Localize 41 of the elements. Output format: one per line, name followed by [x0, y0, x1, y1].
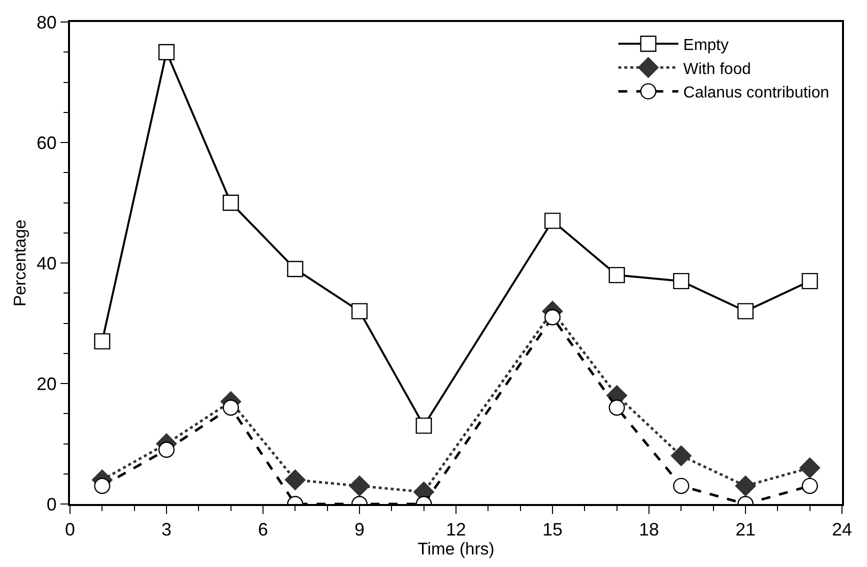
point — [673, 272, 690, 290]
y-axis-title: Percentage — [10, 220, 30, 306]
point — [802, 272, 818, 290]
y-tick-label: 80 — [36, 12, 57, 32]
point — [737, 303, 754, 320]
x-tick-label: 9 — [354, 519, 365, 540]
y-tick-label: 60 — [36, 132, 57, 153]
legend-label: Empty — [683, 36, 729, 54]
point — [608, 266, 625, 284]
point — [544, 309, 561, 326]
point — [222, 400, 239, 416]
point — [799, 458, 820, 478]
point — [670, 445, 692, 466]
point — [158, 442, 175, 458]
point — [284, 470, 306, 490]
y-tick-label: 20 — [36, 374, 57, 394]
point — [416, 418, 432, 434]
point — [287, 260, 304, 278]
point — [544, 212, 561, 229]
point — [349, 476, 370, 496]
point — [351, 303, 368, 320]
point — [94, 478, 110, 494]
x-tick-label: 12 — [446, 519, 466, 540]
x-axis-title: Time (hrs) — [418, 539, 494, 558]
legend-label: With food — [683, 60, 751, 78]
x-tick-label: 24 — [832, 519, 852, 540]
y-tick-label: 40 — [36, 253, 57, 274]
x-tick-label: 18 — [638, 519, 660, 540]
point — [608, 400, 625, 416]
x-tick-label: 0 — [64, 519, 76, 540]
point — [222, 194, 239, 211]
x-tick-label: 21 — [735, 519, 756, 540]
x-tick-label: 6 — [258, 519, 268, 540]
point — [158, 44, 175, 60]
x-tick-label: 15 — [542, 519, 563, 540]
point — [735, 476, 756, 496]
y-tick-label: 0 — [46, 494, 57, 514]
point — [673, 478, 690, 494]
x-tick-label: 3 — [161, 519, 172, 540]
point — [94, 333, 110, 350]
legend-label: Calanus contribution — [683, 84, 830, 102]
